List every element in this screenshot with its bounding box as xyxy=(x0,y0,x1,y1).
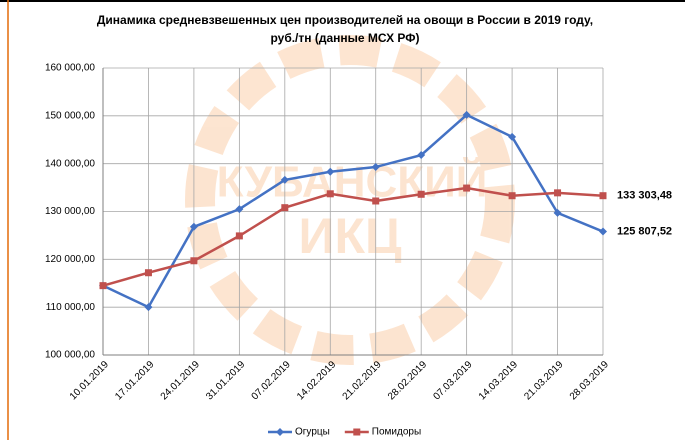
chart-title: руб./тн (данные МСХ РФ) xyxy=(270,31,419,45)
data-point xyxy=(236,232,243,239)
y-tick-label: 110 000,00 xyxy=(46,302,96,313)
chart-title: Динамика средневзвешенных цен производит… xyxy=(97,13,593,27)
data-point xyxy=(190,257,197,264)
y-tick-label: 150 000,00 xyxy=(45,110,95,121)
watermark-line: ИКЦ xyxy=(299,208,402,264)
data-point xyxy=(372,197,379,204)
legend-label: Помидоры xyxy=(372,427,421,438)
data-point xyxy=(463,185,470,192)
chart: КУБАНСКИЙ ИКЦ Динамика средневзвешенных … xyxy=(0,0,685,440)
data-point xyxy=(418,191,425,198)
y-tick-label: 140 000,00 xyxy=(45,158,95,169)
data-point xyxy=(145,269,152,276)
data-point xyxy=(327,190,334,197)
legend-label: Огурцы xyxy=(295,427,330,438)
y-tick-label: 130 000,00 xyxy=(45,206,95,217)
y-tick-label: 100 000,00 xyxy=(45,350,95,361)
y-tick-label: 160 000,00 xyxy=(45,63,95,74)
data-point xyxy=(281,204,288,211)
data-point xyxy=(100,282,107,289)
data-point xyxy=(600,192,607,199)
data-label: 133 303,48 xyxy=(617,190,672,202)
data-point xyxy=(554,189,561,196)
legend-marker xyxy=(353,429,360,436)
data-point xyxy=(509,192,516,199)
data-label: 125 807,52 xyxy=(617,225,672,237)
y-tick-label: 120 000,00 xyxy=(45,254,95,265)
